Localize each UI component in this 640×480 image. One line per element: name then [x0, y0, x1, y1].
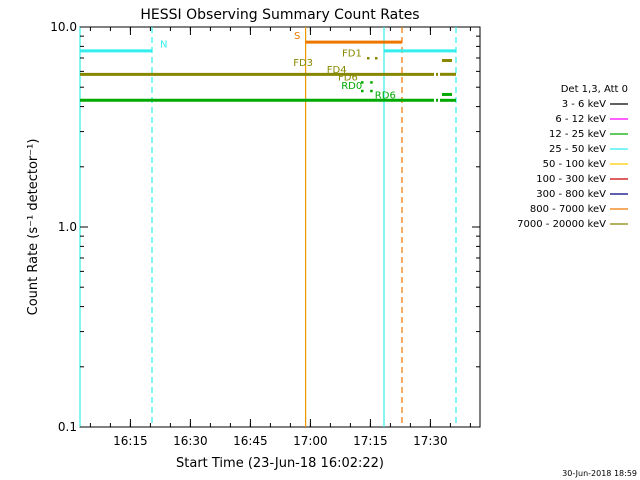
y-tick-label: 0.1 — [58, 420, 77, 434]
y-axis-label: Count Rate (s⁻¹ detector⁻¹) — [26, 139, 41, 316]
flag-dot — [370, 81, 373, 84]
chart-title: HESSI Observing Summary Count Rates — [140, 7, 419, 23]
x-tick-label: 17:00 — [293, 434, 328, 448]
y-tick-label: 10.0 — [50, 20, 77, 34]
flag-dot — [367, 56, 370, 60]
flag-annotation: S — [294, 31, 300, 42]
flag-dot — [375, 56, 378, 60]
legend-title: Det 1,3, Att 0 — [561, 84, 628, 95]
flag-dot — [361, 89, 364, 93]
flag-annotation: RD0 — [341, 81, 362, 92]
footer-timestamp: 30-Jun-2018 18:59 — [562, 469, 637, 478]
flag-annotation: FD3 — [293, 58, 313, 69]
legend-entry-label: 7000 - 20000 keV — [517, 219, 606, 230]
flag-annotation: FD1 — [342, 49, 362, 60]
flag-annotation: RD6 — [375, 90, 396, 101]
legend-entry-label: 50 - 100 keV — [543, 159, 607, 170]
x-tick-label: 16:45 — [233, 434, 268, 448]
legend-entry-label: 800 - 7000 keV — [530, 204, 606, 215]
legend-entry-label: 100 - 300 keV — [536, 174, 606, 185]
x-tick-label: 17:30 — [413, 434, 448, 448]
legend-entry-label: 12 - 25 keV — [549, 129, 606, 140]
flag-dot — [370, 89, 373, 93]
flag-annotation: FD6 — [338, 73, 358, 84]
x-tick-label: 16:15 — [113, 434, 148, 448]
legend-entry-label: 3 - 6 keV — [562, 99, 606, 110]
flag-dot — [361, 81, 364, 84]
legend-entry-label: 6 - 12 keV — [555, 114, 606, 125]
x-tick-label: 16:30 — [173, 434, 208, 448]
flag-annotation: N — [160, 39, 167, 50]
flag-annotation: FD4 — [327, 65, 347, 76]
y-tick-label: 1.0 — [58, 220, 77, 234]
x-tick-label: 17:15 — [353, 434, 388, 448]
x-axis-label: Start Time (23-Jun-18 16:02:22) — [176, 456, 384, 471]
legend-entry-label: 25 - 50 keV — [549, 144, 606, 155]
legend-entry-label: 300 - 800 keV — [536, 189, 606, 200]
plot-area — [79, 26, 481, 428]
legend: Det 1,3, Att 0 3 - 6 keV 6 - 12 keV 12 - 25… — [517, 84, 628, 230]
